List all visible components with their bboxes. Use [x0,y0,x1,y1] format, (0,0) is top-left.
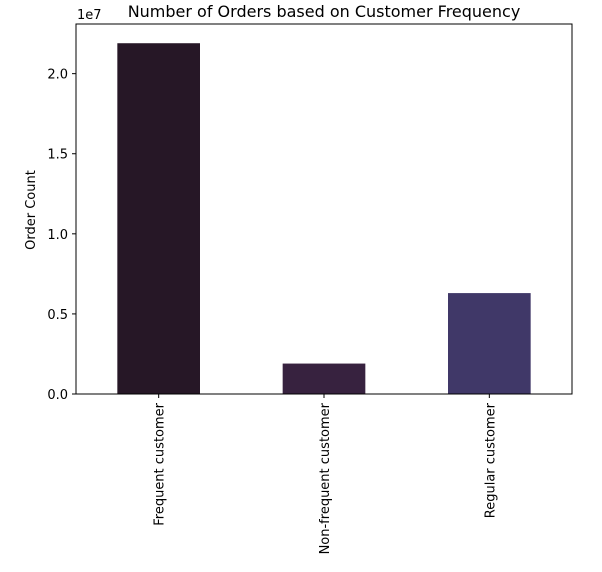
x-axis-ticks: Frequent customer Non-frequent customer Re… [153,394,498,554]
y-tick-label: 1.0 [47,228,68,243]
y-axis-label: Order Count [24,170,39,250]
y-tick-label: 0.5 [47,308,68,323]
y-tick-label: 2.0 [47,68,68,83]
y-axis-ticks: 0.0 0.5 1.0 1.5 2.0 [47,68,76,403]
bar-1 [117,43,200,395]
x-tick-label: Regular customer [483,402,498,518]
bars-group [117,43,531,395]
x-tick-label: Non-frequent customer [318,402,333,554]
y-tick-label: 1.5 [47,148,68,163]
bar-3 [448,293,531,394]
y-tick-label: 0.0 [47,388,68,403]
x-tick-label: Frequent customer [153,402,168,525]
chart-title: Number of Orders based on Customer Frequ… [128,2,521,21]
y-axis-scale-note: 1e7 [77,8,102,23]
bar-2 [282,363,366,394]
